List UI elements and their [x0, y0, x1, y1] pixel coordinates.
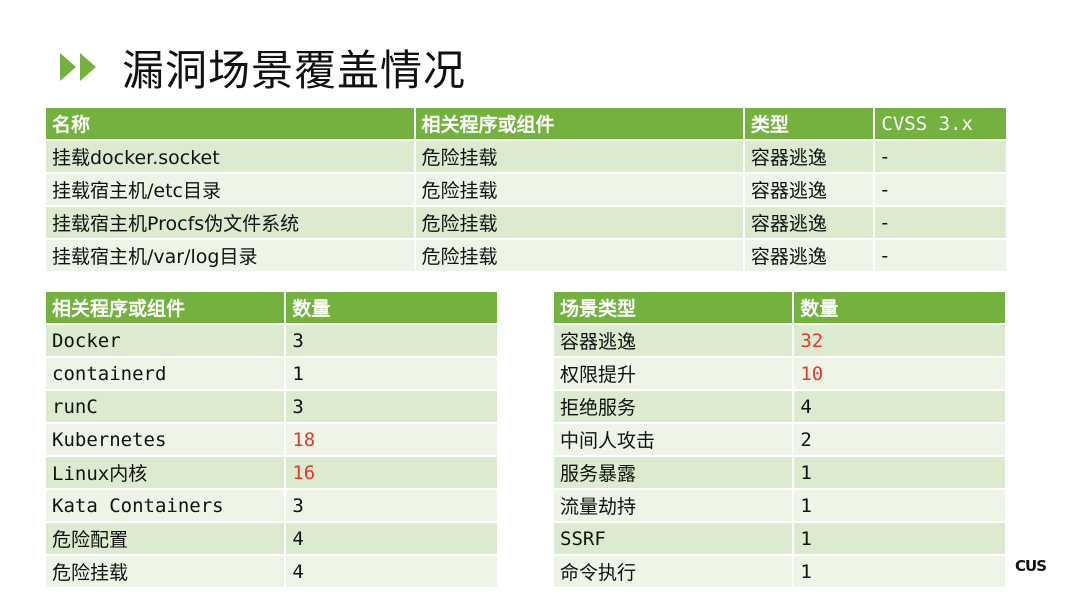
cell-name: 挂载宿主机Procfs伪文件系统 — [46, 207, 414, 238]
table-row: 挂载docker.socket 危险挂载 容器逃逸 - — [46, 141, 1006, 172]
cell-scenario-type: 命令执行 — [554, 556, 793, 587]
table-row: Kubernetes 18 — [46, 424, 497, 455]
cell-count: 3 — [286, 325, 497, 356]
table-row: runC 3 — [46, 391, 497, 422]
table-row: 拒绝服务 4 — [554, 391, 1005, 422]
cell-scenario-type: 容器逃逸 — [554, 325, 793, 356]
cell-type: 容器逃逸 — [744, 174, 874, 205]
cell-type: 容器逃逸 — [744, 141, 874, 172]
header-component: 相关程序或组件 — [46, 292, 285, 323]
table-row: 挂载宿主机Procfs伪文件系统 危险挂载 容器逃逸 - — [46, 207, 1006, 238]
table-header-row: 场景类型 数量 — [554, 292, 1005, 323]
cell-count: 10 — [794, 358, 1005, 389]
table-row: Linux内核 16 — [46, 457, 497, 488]
cell-count: 4 — [794, 391, 1005, 422]
cell-component: 危险挂载 — [415, 174, 743, 205]
brand-logo: CUS — [1015, 557, 1047, 575]
cell-scenario-type: 服务暴露 — [554, 457, 793, 488]
cell-count: 32 — [794, 325, 1005, 356]
cell-component: 危险挂载 — [415, 207, 743, 238]
header-component: 相关程序或组件 — [415, 108, 743, 139]
cell-count: 2 — [794, 424, 1005, 455]
cell-name: 挂载docker.socket — [46, 141, 414, 172]
cell-name: 挂载宿主机/etc目录 — [46, 174, 414, 205]
header-scenario-type: 场景类型 — [554, 292, 793, 323]
component-count-table: 相关程序或组件 数量 Docker 3 containerd 1 runC 3 Kubern… — [44, 290, 499, 589]
table-row: 挂载宿主机/etc目录 危险挂载 容器逃逸 - — [46, 174, 1006, 205]
table-row: 流量劫持 1 — [554, 490, 1005, 521]
table-row: 挂载宿主机/var/log目录 危险挂载 容器逃逸 - — [46, 240, 1006, 271]
cell-component: Linux内核 — [46, 457, 285, 488]
cell-cvss: - — [875, 207, 1006, 238]
header-count: 数量 — [286, 292, 497, 323]
page-title: 漏洞场景覆盖情况 — [122, 45, 467, 95]
cell-cvss: - — [875, 174, 1006, 205]
double-chevron-right-icon — [60, 53, 96, 81]
table-row: 容器逃逸 32 — [554, 325, 1005, 356]
cell-count: 1 — [794, 490, 1005, 521]
cell-count: 3 — [286, 490, 497, 521]
cell-count: 3 — [286, 391, 497, 422]
header-type: 类型 — [744, 108, 874, 139]
cell-component: Kubernetes — [46, 424, 285, 455]
table-row: 服务暴露 1 — [554, 457, 1005, 488]
cell-scenario-type: SSRF — [554, 523, 793, 554]
table-row: containerd 1 — [46, 358, 497, 389]
cell-component: containerd — [46, 358, 285, 389]
table-row: 危险挂载 4 — [46, 556, 497, 587]
header-cvss: CVSS 3.x — [875, 108, 1006, 139]
cell-component: 危险配置 — [46, 523, 285, 554]
header-count: 数量 — [794, 292, 1005, 323]
table-header-row: 相关程序或组件 数量 — [46, 292, 497, 323]
cell-count: 1 — [286, 358, 497, 389]
cell-cvss: - — [875, 141, 1006, 172]
cell-count: 1 — [794, 556, 1005, 587]
vulnerability-table: 名称 相关程序或组件 类型 CVSS 3.x 挂载docker.socket 危… — [44, 106, 1008, 273]
table-row: 危险配置 4 — [46, 523, 497, 554]
table-row: 权限提升 10 — [554, 358, 1005, 389]
cell-count: 16 — [286, 457, 497, 488]
cell-count: 4 — [286, 556, 497, 587]
table-row: Docker 3 — [46, 325, 497, 356]
cell-count: 1 — [794, 523, 1005, 554]
cell-count: 1 — [794, 457, 1005, 488]
title-area: 漏洞场景覆盖情况 — [60, 38, 466, 96]
header-name: 名称 — [46, 108, 414, 139]
table-row: Kata Containers 3 — [46, 490, 497, 521]
cell-scenario-type: 拒绝服务 — [554, 391, 793, 422]
cell-component: runC — [46, 391, 285, 422]
table-row: 中间人攻击 2 — [554, 424, 1005, 455]
cell-component: 危险挂载 — [415, 141, 743, 172]
scenario-count-table: 场景类型 数量 容器逃逸 32 权限提升 10 拒绝服务 4 中间人攻击 2 服务暴露 1 流量劫持… — [552, 290, 1007, 589]
cell-scenario-type: 中间人攻击 — [554, 424, 793, 455]
cell-type: 容器逃逸 — [744, 207, 874, 238]
cell-component: 危险挂载 — [415, 240, 743, 271]
table-row: 命令执行 1 — [554, 556, 1005, 587]
cell-type: 容器逃逸 — [744, 240, 874, 271]
table-row: SSRF 1 — [554, 523, 1005, 554]
cell-component: Kata Containers — [46, 490, 285, 521]
table-header-row: 名称 相关程序或组件 类型 CVSS 3.x — [46, 108, 1006, 139]
cell-scenario-type: 流量劫持 — [554, 490, 793, 521]
cell-component: Docker — [46, 325, 285, 356]
cell-cvss: - — [875, 240, 1006, 271]
cell-count: 18 — [286, 424, 497, 455]
cell-component: 危险挂载 — [46, 556, 285, 587]
cell-count: 4 — [286, 523, 497, 554]
cell-name: 挂载宿主机/var/log目录 — [46, 240, 414, 271]
cell-scenario-type: 权限提升 — [554, 358, 793, 389]
